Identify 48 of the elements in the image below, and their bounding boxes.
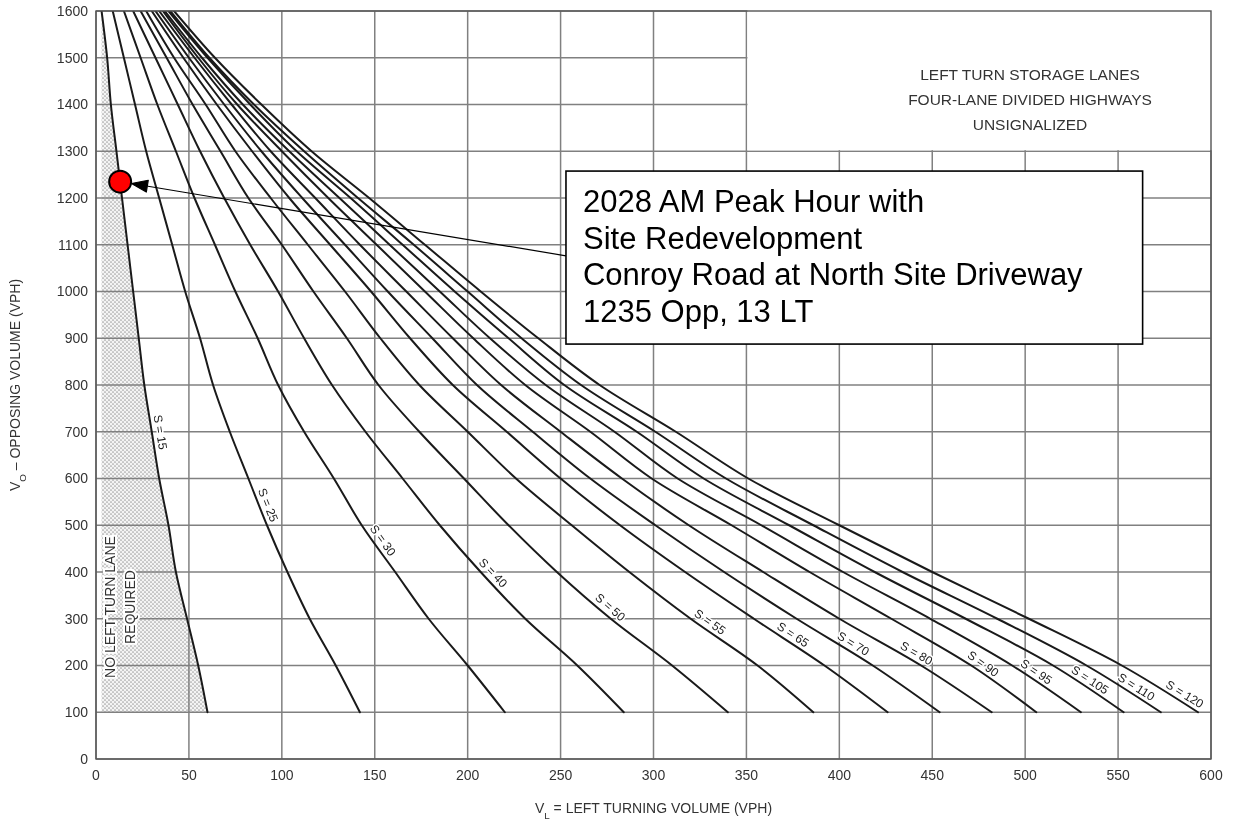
x-tick-label: 0: [92, 767, 101, 783]
y-tick-label: 600: [64, 470, 89, 487]
y-tick-label: 1500: [56, 49, 89, 66]
x-tick-label: 600: [1199, 767, 1223, 783]
text: S = 50: [592, 590, 629, 625]
x-tick-label: 200: [455, 767, 480, 783]
text: S = 90: [964, 647, 1002, 680]
text: S = 70: [834, 628, 873, 660]
text: S = 30: [366, 522, 399, 559]
y-tick-label: 800: [64, 376, 89, 393]
x-tick-label: 50: [181, 767, 197, 783]
text: S = 40: [475, 555, 511, 591]
y-tick-label: 1100: [57, 236, 89, 253]
text: S = 105: [1068, 662, 1112, 698]
text: S = 65: [774, 619, 812, 651]
text: S = 95: [1017, 656, 1055, 688]
y-tick-label: 500: [64, 517, 89, 534]
text: S = 80: [897, 638, 936, 669]
text: S = 25: [254, 486, 281, 525]
text: LEFT TURN STORAGE LANES FOUR-LANE DIVIDED HIGHWAYS UNSIGNALIZED: [908, 66, 1152, 133]
y-tick-label: 200: [64, 657, 89, 674]
y-tick-label: 1000: [56, 283, 89, 300]
text: S = 110: [1115, 670, 1158, 704]
y-tick-label: 700: [64, 423, 89, 440]
x-tick-label: 350: [734, 767, 759, 783]
y-tick-label: 300: [64, 610, 89, 627]
y-tick-label: 900: [64, 330, 89, 347]
annotation: NO LEFT TURN LANE REQUIRED: [102, 536, 139, 678]
x-tick-label: 150: [363, 767, 387, 783]
x-tick-label: 100: [270, 767, 294, 783]
y-tick-label: 1300: [56, 143, 89, 160]
y-tick-label: 1200: [56, 189, 89, 206]
x-tick-label: 250: [548, 767, 573, 783]
y-tick-label: 0: [80, 750, 89, 767]
x-axis-title: V$_{L}$ = LEFT TURNING VOLUME (VPH): [534, 800, 773, 821]
x-tick-label: 550: [1106, 767, 1130, 783]
x-tick-label: 500: [1013, 767, 1038, 783]
y-tick-label: 1600: [56, 2, 89, 19]
x-tick-label: 400: [827, 767, 852, 783]
x-tick-label: 450: [920, 767, 945, 783]
x-tick-label: 300: [641, 767, 666, 783]
annotation: 2028 AM Peak Hour with Site Redevelopment Conroy Road at North Site Driveway 1235 Opp, 13 LT: [582, 184, 1084, 329]
text: S = 15: [150, 413, 170, 451]
text: S = 120: [1163, 677, 1207, 712]
y-tick-label: 100: [64, 704, 89, 721]
y-tick-label: 1400: [56, 96, 89, 113]
text: S = 55: [691, 606, 729, 639]
y-tick-label: 400: [64, 563, 89, 580]
